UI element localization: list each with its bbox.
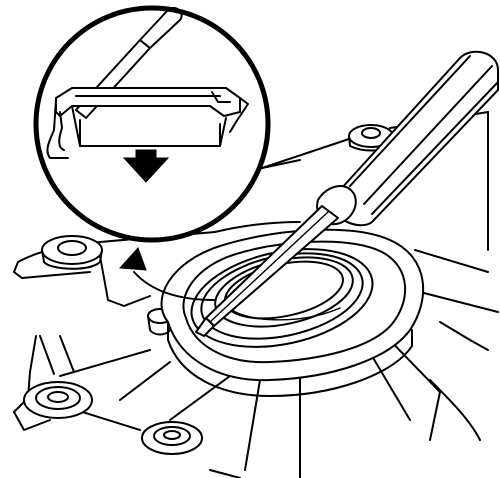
magnifier-ring — [33, 5, 271, 243]
callout-arrow — [118, 247, 215, 301]
detail-magnifier — [33, 5, 301, 243]
screwdriver — [195, 50, 499, 337]
removal-direction-arrow — [122, 149, 170, 183]
